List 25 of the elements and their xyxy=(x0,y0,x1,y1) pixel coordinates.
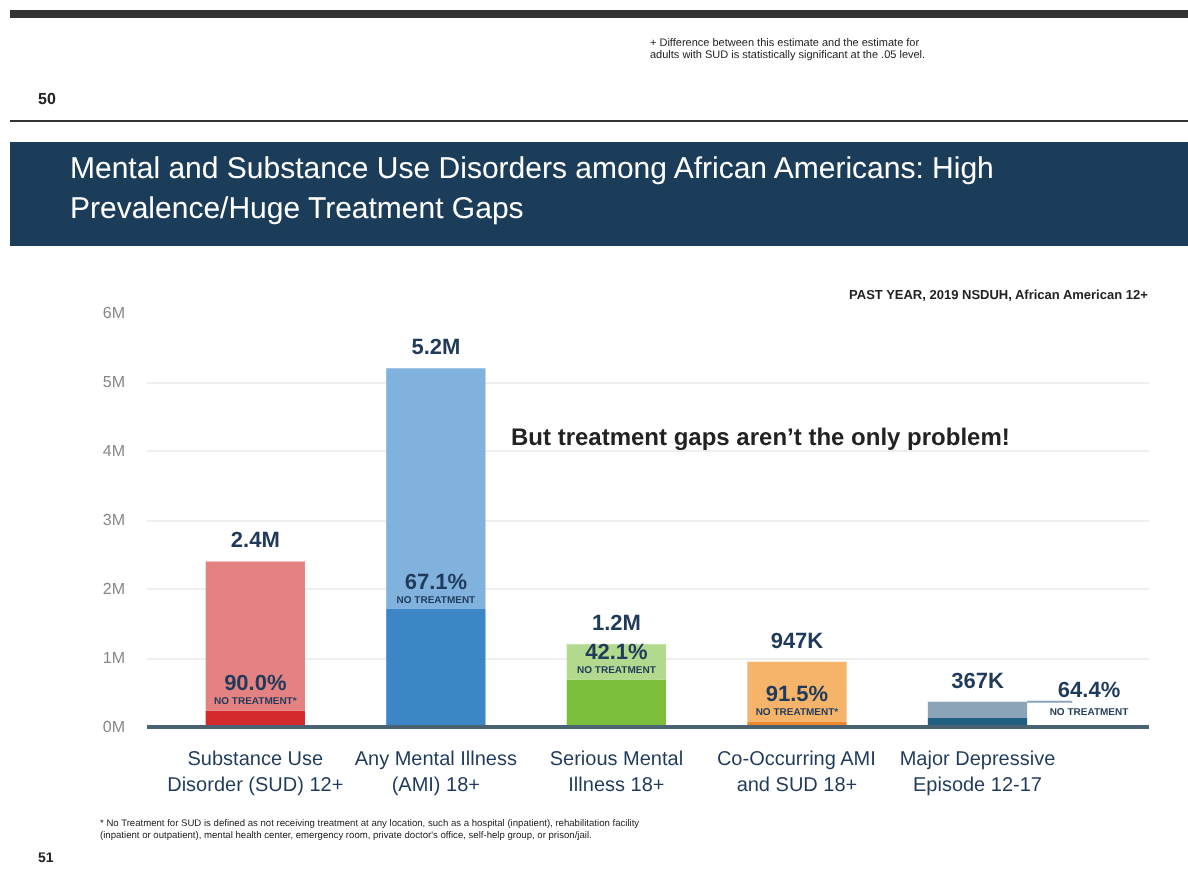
y-tick-label: 2M xyxy=(102,580,126,598)
total-label: 5.2M xyxy=(411,336,461,361)
x-tick-label: Substance Use Disorder (SUD) 12+ xyxy=(167,749,344,798)
total-label: 1.2M xyxy=(591,612,641,637)
y-tick-label: 5M xyxy=(102,373,126,391)
total-label: 947K xyxy=(770,629,824,654)
y-tick-label: 4M xyxy=(102,442,126,460)
x-tick-label: Co-Occurring AMI and SUD 18+ xyxy=(716,749,876,798)
total-label: 2.4M xyxy=(230,529,280,554)
annotation: But treatment gaps aren’t the only problem! xyxy=(511,423,1010,452)
chart-title: Mental and Substance Use Disorders among African Americans: High Prevalence/Huge Treatment Gaps xyxy=(68,150,994,228)
bar xyxy=(566,679,667,727)
y-tick-label: 3M xyxy=(102,511,126,529)
y-tick-label: 1M xyxy=(102,649,126,667)
y-tick-label: 0M xyxy=(102,718,126,736)
bar xyxy=(386,609,486,727)
bar xyxy=(205,561,305,711)
x-tick-label: Major Depressive Episode 12-17 xyxy=(899,749,1057,798)
x-tick-label: Serious Mental Illness 18+ xyxy=(549,749,684,798)
x-tick-label: Any Mental Illness (AMI) 18+ xyxy=(354,749,518,798)
bar xyxy=(386,368,486,610)
total-label: 367K xyxy=(951,669,1004,694)
y-tick-label: 6M xyxy=(102,304,126,322)
text: 50 xyxy=(38,89,56,108)
bar xyxy=(205,710,305,727)
